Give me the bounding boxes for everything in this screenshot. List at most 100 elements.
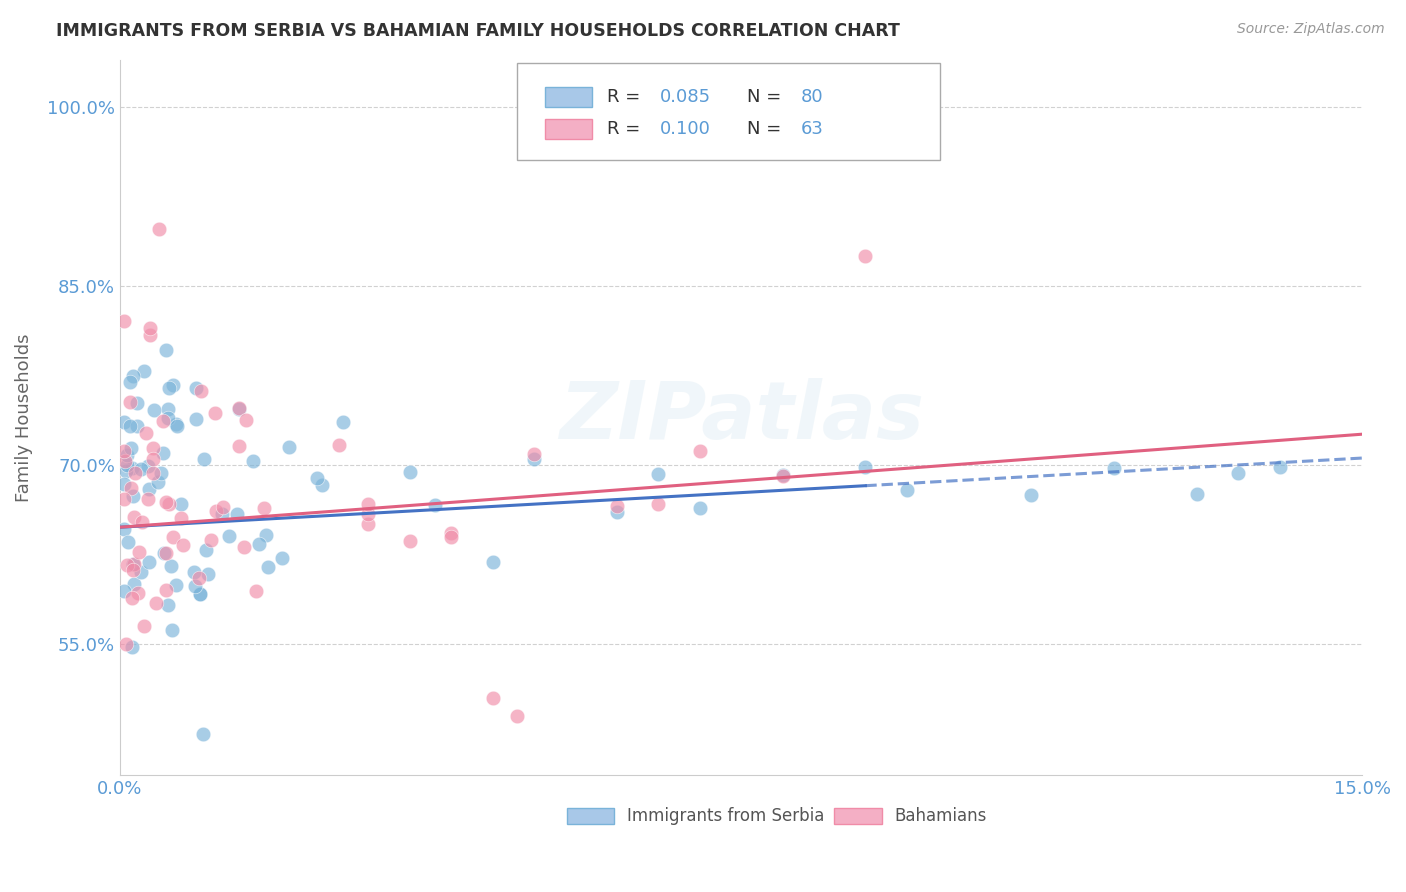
Point xyxy=(440,530,463,544)
Point xyxy=(138,556,160,570)
Point xyxy=(481,555,503,569)
Point xyxy=(153,546,176,560)
Point xyxy=(120,481,142,495)
Point xyxy=(112,314,135,328)
Point xyxy=(157,401,180,416)
Point xyxy=(855,459,877,474)
Point xyxy=(145,596,167,610)
Point xyxy=(155,546,177,560)
Point xyxy=(142,403,165,417)
Point xyxy=(127,586,149,600)
Point xyxy=(125,396,148,410)
Point xyxy=(134,619,156,633)
Point xyxy=(128,545,150,559)
Point xyxy=(152,414,174,428)
Point xyxy=(129,565,152,579)
Point xyxy=(332,416,354,430)
Point xyxy=(148,222,170,236)
Text: R =: R = xyxy=(607,87,645,106)
Point xyxy=(1185,486,1208,500)
Point xyxy=(228,401,250,416)
Point xyxy=(606,500,628,514)
Point xyxy=(689,501,711,516)
Text: Immigrants from Serbia: Immigrants from Serbia xyxy=(627,807,824,825)
Point xyxy=(188,587,211,601)
Point xyxy=(152,446,174,460)
Text: 80: 80 xyxy=(801,87,824,106)
Point xyxy=(120,441,142,455)
Point xyxy=(187,571,209,585)
Point xyxy=(162,378,184,392)
Point xyxy=(122,576,145,591)
Point xyxy=(204,406,226,420)
Point xyxy=(112,476,135,491)
Point xyxy=(245,583,267,598)
Point xyxy=(165,417,187,431)
Text: ZIPatlas: ZIPatlas xyxy=(558,378,924,457)
Point xyxy=(228,401,250,416)
Point xyxy=(523,447,546,461)
Point xyxy=(311,478,333,492)
Point xyxy=(855,249,877,263)
Point xyxy=(112,416,135,430)
Point xyxy=(211,507,233,521)
Text: R =: R = xyxy=(607,120,645,138)
Text: 0.085: 0.085 xyxy=(661,87,711,106)
Point xyxy=(398,534,420,549)
FancyBboxPatch shape xyxy=(517,63,941,160)
Bar xyxy=(544,119,592,139)
Bar xyxy=(834,808,882,824)
Point xyxy=(121,640,143,654)
Point xyxy=(278,440,301,454)
Point xyxy=(142,466,165,480)
Text: N =: N = xyxy=(748,120,787,138)
Point xyxy=(307,471,329,485)
Point xyxy=(606,505,628,519)
Point xyxy=(135,426,157,441)
Point xyxy=(122,563,145,577)
Point xyxy=(193,452,215,467)
Point xyxy=(398,465,420,479)
Point xyxy=(160,623,183,637)
Point xyxy=(170,511,193,525)
Point xyxy=(114,454,136,468)
Point xyxy=(357,507,380,521)
Point xyxy=(115,458,138,472)
Point xyxy=(139,328,162,343)
Point xyxy=(117,534,139,549)
Y-axis label: Family Households: Family Households xyxy=(15,334,32,501)
Text: Source: ZipAtlas.com: Source: ZipAtlas.com xyxy=(1237,22,1385,37)
Point xyxy=(157,497,180,511)
Point xyxy=(112,522,135,536)
Point xyxy=(115,558,138,573)
Point xyxy=(423,498,446,512)
Point xyxy=(115,637,138,651)
Bar xyxy=(544,87,592,107)
Point xyxy=(155,495,177,509)
Point xyxy=(138,482,160,496)
Point xyxy=(481,690,503,705)
Point xyxy=(122,489,145,503)
Point xyxy=(121,591,143,605)
Point xyxy=(242,454,264,468)
Point xyxy=(127,418,149,433)
Point xyxy=(235,412,257,426)
Point xyxy=(121,558,143,572)
Text: 0.100: 0.100 xyxy=(661,120,711,138)
Point xyxy=(523,451,546,466)
Point xyxy=(772,468,794,483)
Point xyxy=(122,510,145,524)
Point xyxy=(157,410,180,425)
Point xyxy=(124,466,146,480)
Point xyxy=(121,460,143,475)
Point xyxy=(148,475,170,489)
Point xyxy=(195,542,218,557)
Point xyxy=(772,469,794,483)
Point xyxy=(139,321,162,335)
Point xyxy=(357,497,380,511)
Point xyxy=(253,501,276,516)
Point xyxy=(118,418,141,433)
Point xyxy=(328,438,350,452)
Point xyxy=(228,439,250,453)
Point xyxy=(190,384,212,398)
